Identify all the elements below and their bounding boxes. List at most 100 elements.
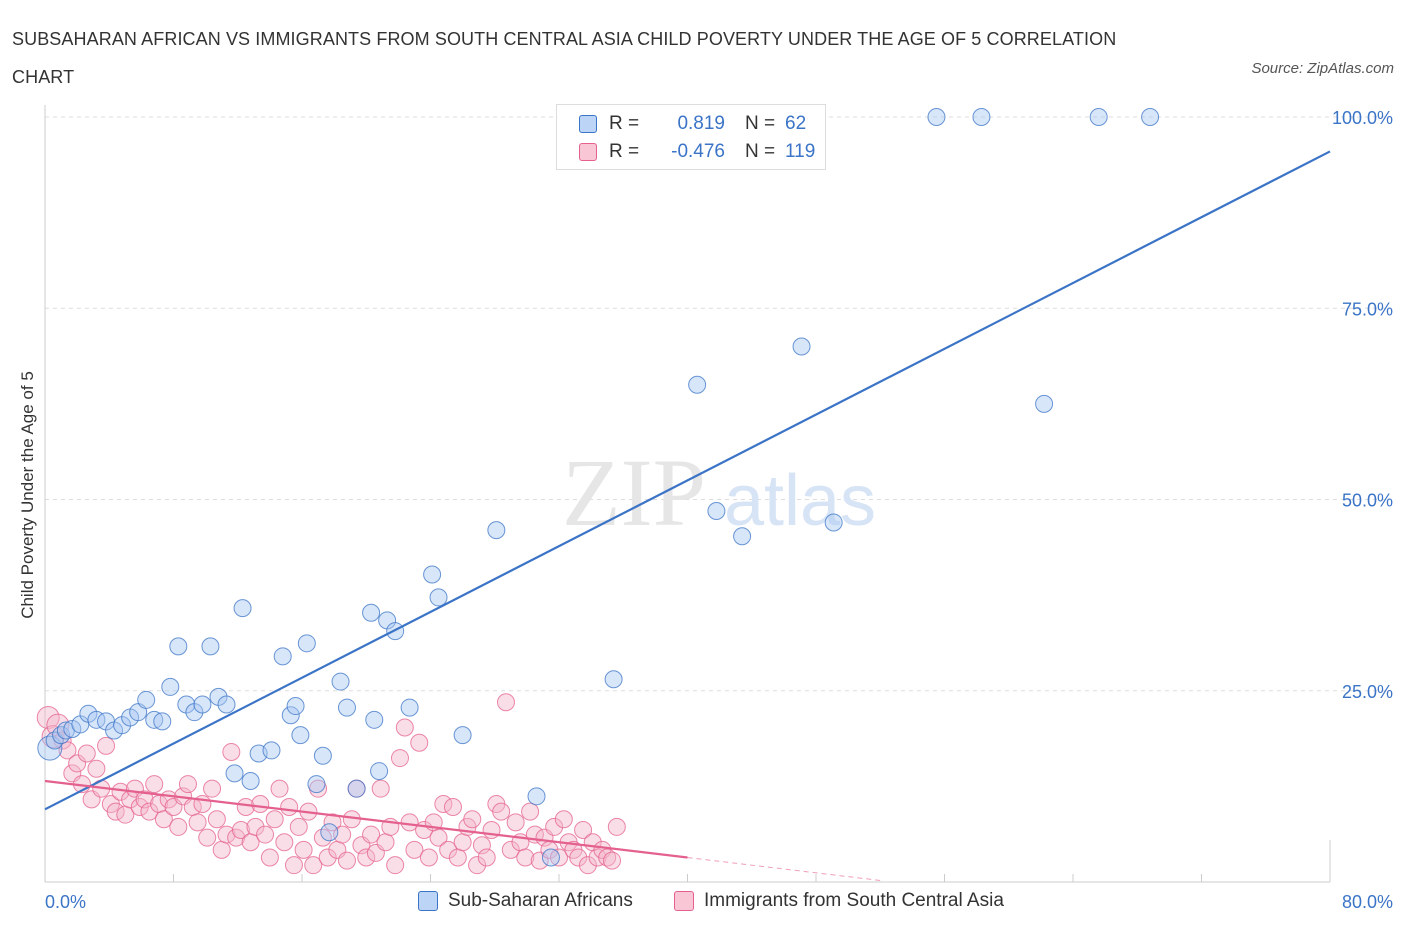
pink-point <box>87 759 106 778</box>
blue-point <box>972 108 991 126</box>
pink-point <box>294 840 313 859</box>
pink-point <box>386 856 405 875</box>
blue-point <box>161 677 180 696</box>
blue-point <box>337 698 356 717</box>
blue-point <box>688 375 707 394</box>
watermark: ZIP atlas <box>562 439 876 546</box>
legend-label: Immigrants from South Central Asia <box>704 890 1004 911</box>
watermark-zip: ZIP <box>562 439 706 546</box>
pink-point <box>554 810 573 829</box>
pink-point <box>36 706 60 730</box>
blue-point <box>286 697 305 716</box>
tick-labels: 25.0% 50.0% 75.0% 100.0% 0.0% 80.0% <box>45 108 1393 912</box>
blue-point <box>347 779 366 798</box>
blue-point <box>453 726 472 745</box>
y-tick-label: 75.0% <box>1342 299 1393 319</box>
pink-point <box>574 820 593 839</box>
pink-point <box>140 802 159 821</box>
r-label: R = <box>609 141 640 162</box>
blue-point <box>233 599 252 618</box>
pink-point <box>376 833 395 852</box>
pink-point <box>270 779 289 798</box>
pink-point <box>362 825 381 844</box>
legend-swatch-pink <box>579 143 597 161</box>
y-tick-label: 25.0% <box>1342 682 1393 702</box>
blue-point <box>423 565 442 584</box>
pink-trend-extension <box>687 857 881 881</box>
pink-point <box>284 856 303 875</box>
pink-point <box>178 775 197 794</box>
n-label: N = <box>745 141 776 162</box>
pink-point <box>251 794 270 813</box>
pink-point <box>545 817 564 836</box>
pink-point <box>154 810 173 829</box>
pink-point <box>390 749 409 768</box>
pink-point <box>97 736 116 755</box>
blue-point <box>370 762 389 781</box>
blue-point <box>429 588 448 607</box>
pink-point <box>516 848 535 867</box>
r-label: R = <box>609 113 640 134</box>
legend-swatch-pink <box>674 891 694 911</box>
y-axis-label: Child Poverty Under the Age of 5 <box>18 371 37 619</box>
pink-point <box>496 693 515 712</box>
blue-point <box>87 710 106 729</box>
blue-point <box>400 698 419 717</box>
pink-point <box>419 848 438 867</box>
watermark-atlas: atlas <box>724 461 876 541</box>
pink-point <box>434 794 453 813</box>
blue-point <box>824 513 843 532</box>
pink-point <box>256 825 275 844</box>
pink-point <box>357 848 376 867</box>
blue-point <box>313 746 332 765</box>
legend-swatch-blue <box>418 891 438 911</box>
pink-point <box>275 833 294 852</box>
pink-point <box>207 810 226 829</box>
series-immigrants-south-central-asia <box>36 693 626 875</box>
n-value: 62 <box>785 113 807 134</box>
pink-point <box>106 802 125 821</box>
blue-trend-line <box>44 150 1331 811</box>
pink-point <box>77 744 96 763</box>
blue-point <box>297 634 316 653</box>
y-tick-label: 50.0% <box>1342 491 1393 511</box>
source-label: Source: ZipAtlas.com <box>1251 60 1394 77</box>
legend-swatch-blue <box>579 115 597 133</box>
pink-point <box>145 775 164 794</box>
x-tick-label-min: 0.0% <box>45 892 86 912</box>
pink-point <box>607 817 626 836</box>
pink-point <box>260 848 279 867</box>
pink-point <box>265 810 284 829</box>
pink-point <box>58 741 77 760</box>
n-value: 119 <box>785 141 816 162</box>
pink-point <box>410 733 429 752</box>
blue-point <box>331 672 350 691</box>
blue-point <box>273 647 292 666</box>
pink-point <box>463 810 482 829</box>
blue-point <box>193 695 212 714</box>
pink-point <box>439 840 458 859</box>
x-tick-label-max: 80.0% <box>1342 892 1393 912</box>
pink-point <box>323 813 342 832</box>
pink-point <box>492 802 511 821</box>
r-value: -0.476 <box>671 141 725 162</box>
pink-point <box>304 856 323 875</box>
pink-point <box>395 718 414 737</box>
pink-point <box>453 833 472 852</box>
blue-point <box>1089 108 1108 126</box>
blue-point <box>225 764 244 783</box>
legend-row-blue: R = 0.819 N = 62 <box>557 110 825 138</box>
blue-point <box>541 848 560 867</box>
pink-point <box>501 840 520 859</box>
pink-point <box>506 813 525 832</box>
trend-lines <box>44 150 1331 881</box>
blue-point <box>1035 394 1054 413</box>
pink-point <box>289 817 308 836</box>
blue-point <box>217 695 236 714</box>
pink-point <box>477 848 496 867</box>
pink-point <box>46 713 70 737</box>
legend-row-pink: R = -0.476 N = 119 <box>557 138 825 166</box>
pink-point <box>405 840 424 859</box>
y-tick-label: 100.0% <box>1332 108 1393 128</box>
